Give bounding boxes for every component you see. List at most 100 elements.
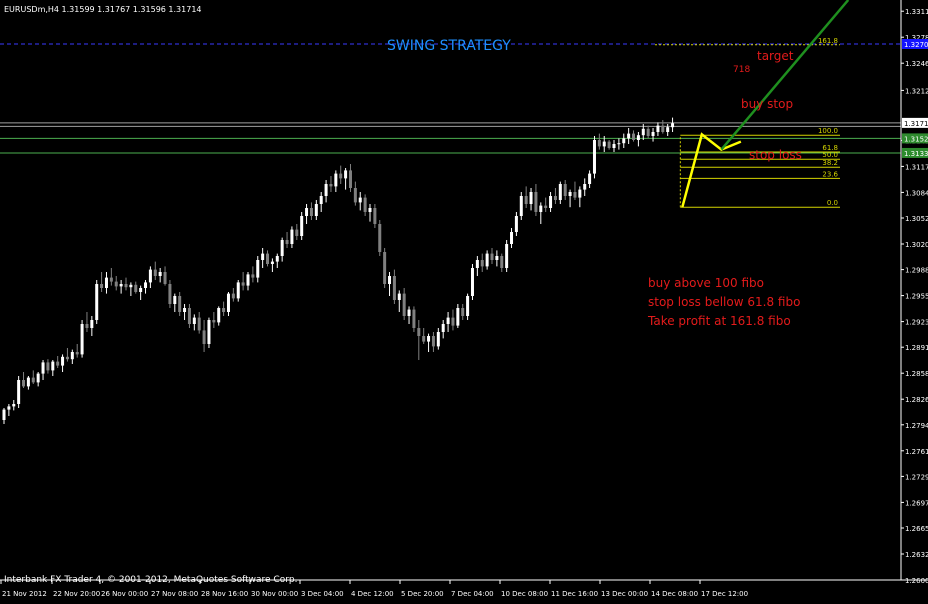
candle-body (2, 409, 6, 420)
candle-body (456, 308, 460, 326)
candle-body (256, 260, 260, 278)
candle-body (46, 362, 50, 371)
fibo-level-label: 38.2 (822, 159, 838, 167)
price-tick-label: 1.26970 (905, 499, 928, 507)
candle-body (222, 308, 226, 312)
candle-body (305, 208, 309, 216)
candle-body (651, 132, 655, 136)
candle-body (514, 216, 518, 232)
candle-body (183, 308, 187, 312)
candle-body (144, 282, 148, 288)
candle-body (153, 269, 157, 276)
price-tick-label: 1.32785 (905, 34, 928, 42)
time-tick-label: 21 Nov 2012 (2, 590, 47, 598)
candle-body (466, 296, 470, 316)
candle-body (661, 125, 665, 132)
note-stop-loss: stop loss bellow 61.8 fibo (648, 295, 800, 309)
candle-body (158, 272, 162, 276)
candle-body (480, 260, 484, 267)
price-tick-label: 1.30200 (905, 241, 928, 249)
price-tag-box (902, 147, 928, 158)
candle-body (70, 352, 74, 360)
time-tick-label: 28 Nov 16:00 (201, 590, 248, 598)
candle-body (168, 284, 172, 304)
candle-body (129, 284, 133, 288)
time-tick-label: 4 Dec 12:00 (351, 590, 394, 598)
zigzag-line (681, 132, 742, 208)
candle-body (173, 296, 177, 304)
chart-title: SWING STRATEGY (387, 38, 511, 54)
price-tick-label: 1.30525 (905, 215, 928, 223)
candle-body (348, 170, 352, 188)
candle-body (290, 229, 294, 244)
price-tick-label: 1.29230 (905, 319, 928, 327)
time-tick-label: 14 Dec 08:00 (651, 590, 698, 598)
time-tick-label: 27 Nov 08:00 (151, 590, 198, 598)
price-tick-label: 1.30845 (905, 189, 928, 197)
candle-body (280, 240, 284, 256)
price-tag-label: 1.31714 (904, 120, 928, 128)
candle-body (373, 208, 377, 224)
candle-body (324, 184, 328, 196)
price-tick-label: 1.32120 (905, 87, 928, 95)
candle-body (597, 140, 601, 147)
candle-body (353, 188, 357, 203)
candle-body (56, 361, 60, 366)
price-tick-label: 1.26000 (905, 577, 928, 585)
price-tick-label: 1.28910 (905, 344, 928, 352)
candle-body (544, 205, 548, 208)
candle-body (134, 284, 138, 292)
candle-body (295, 229, 299, 236)
time-tick-label: 22 Nov 20:00 (53, 590, 100, 598)
time-tick-label: 5 Dec 20:00 (401, 590, 444, 598)
candle-body (636, 135, 640, 140)
candle-body (226, 293, 230, 312)
candle-body (495, 256, 499, 260)
candle-body (383, 252, 387, 284)
symbol-info: EURUSDm,H4 1.31599 1.31767 1.31596 1.317… (4, 5, 202, 14)
candle-body (65, 356, 69, 360)
price-tag-box (902, 117, 928, 128)
candle-body (246, 274, 250, 286)
price-tag-label: 1.31520 (904, 135, 928, 143)
candle-body (207, 320, 211, 344)
candle-body (588, 173, 592, 184)
candle-body (627, 133, 631, 139)
price-tick-label: 1.33110 (905, 8, 928, 16)
candle-body (441, 324, 445, 332)
candle-body (285, 240, 289, 244)
candle-body (85, 324, 89, 328)
candle-body (309, 208, 313, 216)
candle-body (553, 196, 557, 200)
candle-body (558, 184, 562, 200)
price-tick-label: 1.29880 (905, 267, 928, 275)
candle-body (646, 128, 650, 136)
candle-body (119, 284, 123, 287)
candle-body (412, 309, 416, 328)
note-buy-above: buy above 100 fibo (648, 276, 764, 290)
fibo-level-label: 23.6 (822, 170, 838, 178)
candle-body (61, 356, 65, 366)
candle-body (510, 232, 514, 244)
time-tick-label: 13 Dec 00:00 (601, 590, 648, 598)
target-mark: 718 (733, 65, 750, 75)
price-tick-label: 1.27295 (905, 473, 928, 481)
price-tick-label: 1.32460 (905, 60, 928, 68)
candle-body (417, 328, 421, 336)
candle-body (470, 268, 474, 296)
candle-body (583, 184, 587, 190)
candle-body (241, 282, 245, 286)
candle-body (75, 352, 79, 355)
price-tag-label: 1.31338 (904, 150, 928, 158)
candle-body (300, 216, 304, 236)
fibo-level-label: 61.8 (822, 144, 838, 152)
candle-body (104, 277, 108, 288)
candle-body (475, 260, 479, 268)
price-tag-label: 1.32700 (904, 41, 928, 49)
candle-body (529, 192, 533, 204)
candle-body (231, 293, 235, 299)
candle-body (539, 205, 543, 212)
